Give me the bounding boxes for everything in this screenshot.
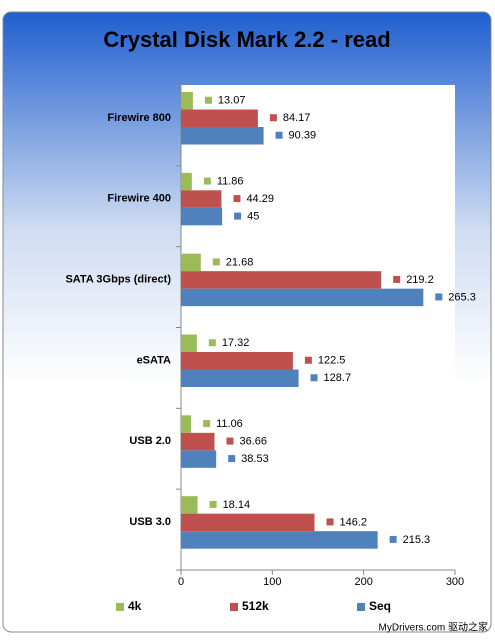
bar (181, 109, 258, 127)
bar (181, 190, 222, 208)
value-label: 265.3 (448, 291, 476, 303)
value-label: 146.2 (340, 516, 368, 528)
value-label: 45 (247, 210, 259, 222)
value-label: 215.3 (403, 534, 431, 546)
value-marker (269, 114, 277, 122)
bar (181, 207, 223, 226)
legend-marker (116, 603, 124, 611)
bar (181, 334, 197, 352)
value-marker (228, 455, 236, 463)
bar (181, 415, 192, 433)
value-marker (326, 518, 334, 526)
bar (181, 288, 424, 307)
bar (181, 352, 293, 370)
chart-title: Crystal Disk Mark 2.2 - read (103, 27, 390, 52)
bar (181, 531, 378, 549)
value-label: 21.68 (226, 256, 254, 268)
value-marker (304, 356, 312, 364)
value-label: 18.14 (223, 499, 251, 511)
value-marker (234, 212, 242, 220)
value-marker (393, 275, 401, 283)
value-label: 17.32 (222, 337, 250, 349)
value-label: 36.66 (239, 435, 267, 447)
legend-label: 512k (242, 599, 269, 613)
value-label: 219.2 (406, 274, 434, 286)
bar (181, 127, 264, 145)
bar (181, 369, 299, 387)
x-tick-label: 300 (446, 576, 464, 588)
plot-area (181, 85, 455, 570)
value-marker (212, 258, 220, 266)
value-marker (275, 131, 283, 139)
value-marker (435, 293, 443, 301)
value-marker (233, 195, 241, 203)
value-marker (204, 96, 212, 104)
bar (181, 496, 198, 514)
category-label: Firewire 800 (107, 112, 171, 124)
bar (181, 253, 201, 272)
value-label: 128.7 (324, 372, 352, 384)
bar (181, 271, 382, 289)
value-marker (389, 535, 397, 543)
category-label: SATA 3Gbps (direct) (65, 274, 171, 286)
value-label: 11.86 (217, 175, 244, 187)
value-marker (203, 420, 211, 428)
value-marker (226, 437, 234, 445)
bar (181, 513, 315, 532)
x-tick-label: 200 (354, 576, 372, 588)
legend-marker (357, 603, 365, 611)
legend-marker (230, 603, 238, 611)
value-label: 38.53 (241, 453, 269, 465)
bar (181, 432, 215, 451)
bar (181, 92, 193, 110)
category-label: USB 3.0 (129, 516, 171, 528)
bar (181, 450, 217, 468)
bar (181, 172, 192, 191)
value-marker (203, 177, 211, 185)
legend-label: 4k (128, 599, 142, 613)
watermark: MyDrivers.com 驱动之家 (379, 621, 488, 634)
x-tick-label: 100 (263, 576, 281, 588)
value-marker (209, 500, 217, 508)
value-label: 13.07 (218, 95, 246, 107)
category-label: USB 2.0 (129, 435, 171, 447)
x-tick-label: 0 (178, 576, 184, 588)
value-label: 84.17 (283, 112, 311, 124)
legend-label: Seq (369, 599, 391, 613)
value-marker (310, 374, 318, 382)
value-label: 11.06 (216, 418, 243, 430)
category-label: eSATA (137, 354, 171, 366)
value-label: 90.39 (289, 130, 317, 142)
value-marker (208, 339, 216, 347)
category-label: Firewire 400 (107, 193, 171, 205)
value-label: 44.29 (246, 193, 274, 205)
value-label: 122.5 (318, 355, 346, 367)
